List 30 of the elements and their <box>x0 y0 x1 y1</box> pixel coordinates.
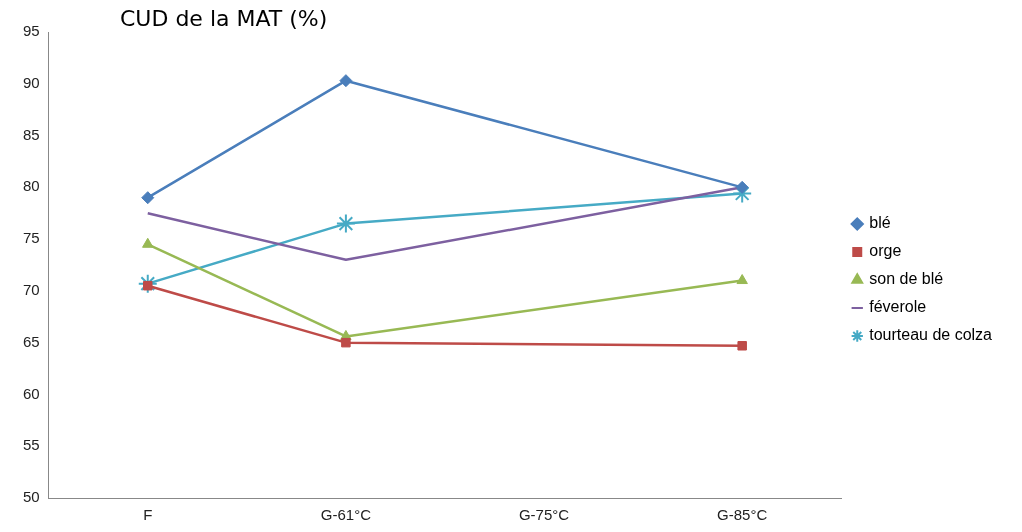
y-tick-label: 95 <box>23 22 40 40</box>
point <box>142 237 154 248</box>
point <box>736 274 748 285</box>
legend-label: blé <box>869 214 891 232</box>
y-tick-label: 85 <box>23 125 40 143</box>
chart-title: CUD de la MAT (%) <box>120 6 328 31</box>
x-tick-label: G-75°C <box>518 506 570 524</box>
point <box>339 74 353 88</box>
y-tick-label: 70 <box>23 281 40 299</box>
point <box>141 191 155 205</box>
y-tick-label: 65 <box>23 332 40 350</box>
point <box>341 337 351 348</box>
point <box>143 280 153 291</box>
y-tick-label: 75 <box>23 229 40 247</box>
y-tick-label: 55 <box>23 436 40 454</box>
point <box>735 180 749 194</box>
legend-label: son de blé <box>869 270 944 288</box>
x-tick-label: F <box>143 506 153 524</box>
legend-label: féverole <box>869 298 927 316</box>
x-tick-label: G-85°C <box>717 506 768 524</box>
x-tick-label: G-61°C <box>320 506 372 524</box>
point <box>335 213 356 234</box>
y-tick-label: 80 <box>23 177 40 195</box>
legend-label: tourteau de colza <box>869 326 993 344</box>
y-tick-label: 90 <box>23 73 40 91</box>
y-tick-label: 60 <box>23 384 40 402</box>
legend-label: orge <box>869 242 902 260</box>
y-tick-label: 50 <box>23 488 40 506</box>
point <box>137 273 158 294</box>
point <box>737 341 747 351</box>
